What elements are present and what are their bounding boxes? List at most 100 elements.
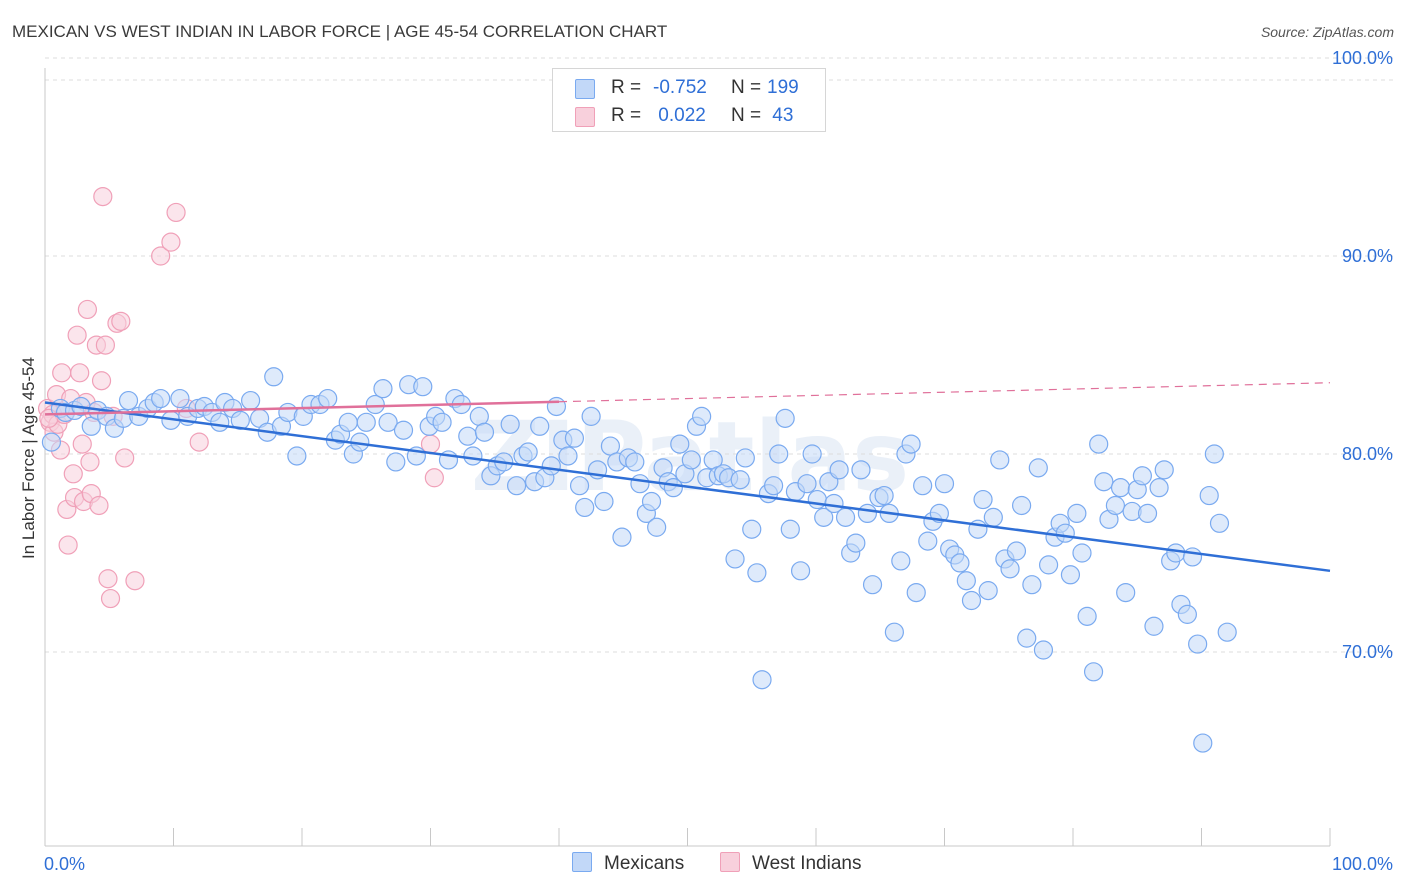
bottom-legend-mexicans[interactable]: Mexicans [572, 852, 684, 875]
mexicans-point [851, 460, 871, 480]
mexicans-point [625, 452, 645, 472]
mexicans-points [41, 367, 1237, 753]
mexicans-point [569, 476, 590, 496]
legend-r-label: R = [611, 105, 642, 126]
x-tick-label-min: 0.0% [44, 854, 85, 874]
mexicans-point [474, 422, 495, 442]
mexicans-point [913, 476, 933, 496]
mexicans-point [1144, 616, 1164, 636]
legend-n-value-west-indians: 43 [767, 105, 794, 126]
mexicans-point [1017, 628, 1037, 648]
mexicans-point [747, 563, 767, 583]
mexicans-point [1149, 478, 1169, 498]
west-indians-point [161, 232, 181, 252]
mexicans-point [752, 670, 772, 690]
mexicans-point [1083, 662, 1104, 682]
mexicans-point [506, 476, 527, 496]
mexicans-point [891, 551, 911, 571]
mexicans-point [241, 390, 261, 411]
mexicans-point [432, 412, 452, 432]
west-indians-point [151, 246, 171, 266]
mexicans-point [1177, 604, 1197, 624]
mexicans-point [564, 428, 585, 448]
mexicans-point [1110, 478, 1131, 498]
west-indians-trend-line-extension [558, 382, 1331, 403]
mexicans-point [518, 442, 538, 462]
west-indians-point [70, 363, 90, 383]
bottom-legend-swatch-mexicans [572, 852, 592, 872]
mexicans-point [393, 420, 414, 440]
mexicans-point [1132, 466, 1152, 486]
x-ticks-layer [44, 828, 1331, 846]
mexicans-point [546, 396, 567, 417]
mexicans-point [1038, 555, 1059, 575]
mexicans-point [735, 448, 755, 468]
mexicans-point [647, 517, 667, 537]
mexicans-point [918, 531, 938, 551]
legend-r-value-mexicans: -0.752 [653, 77, 707, 98]
mexicans-point [630, 474, 650, 494]
west-indians-point [93, 187, 113, 207]
mexicans-point [264, 367, 284, 387]
mexicans-point [1060, 565, 1081, 585]
mexicans-point [814, 507, 834, 527]
mexicans-point [1116, 582, 1136, 603]
y-tick-labels: 70.0% 80.0% 90.0% 100.0% [1332, 48, 1393, 662]
west-indians-point [72, 434, 92, 454]
mexicans-point [983, 507, 1003, 527]
legend-n-value-mexicans: 199 [767, 77, 799, 98]
mexicans-point [1204, 444, 1224, 464]
mexicans-point [780, 519, 800, 539]
mexicans-point [1089, 434, 1109, 454]
y-tick-label: 90.0% [1342, 246, 1393, 266]
mexicans-point [1028, 458, 1048, 478]
mexicans-point [973, 489, 993, 510]
west-indians-point [89, 495, 109, 516]
west-indians-point [98, 569, 118, 589]
west-indians-point [63, 464, 83, 484]
x-tick-label-max: 100.0% [1332, 854, 1393, 874]
west-indians-point [420, 434, 441, 454]
mexicans-point [1000, 559, 1020, 579]
mexicans-point [287, 446, 307, 466]
mexicans-point [901, 434, 921, 454]
mexicans-point [1006, 541, 1027, 561]
mexicans-point [725, 549, 745, 569]
mexicans-point [1011, 495, 1032, 516]
mexicans-point [906, 582, 926, 603]
mexicans-point [1094, 472, 1114, 492]
mexicans-point [802, 444, 822, 464]
mexicans-point [775, 408, 795, 428]
west-indians-point [67, 325, 87, 345]
mexicans-trend-line [44, 401, 1331, 573]
legend-n-label: N = [731, 77, 762, 98]
west-indians-point [189, 432, 209, 452]
west-indians-point [125, 571, 145, 591]
mexicans-point [1154, 460, 1174, 480]
mexicans-point [956, 571, 976, 591]
mexicans-point [681, 450, 701, 470]
y-tick-label: 80.0% [1342, 444, 1393, 464]
legend-swatch-west-indians [575, 107, 595, 127]
mexicans-point [541, 456, 561, 476]
mexicans-point [469, 406, 489, 426]
mexicans-point [1166, 543, 1186, 563]
mexicans-point [581, 406, 601, 426]
legend-row-west-indians: R = 0.022 N = 43 [553, 101, 825, 129]
mexicans-point [463, 446, 483, 466]
west-indians-point [77, 299, 98, 320]
west-indians-point [80, 452, 100, 472]
mexicans-point [884, 622, 904, 642]
mexicans-point [558, 446, 578, 466]
mexicans-point [1072, 543, 1092, 563]
mexicans-point [210, 412, 230, 432]
west-indians-trend-line [44, 400, 560, 416]
mexicans-point [807, 489, 827, 510]
mexicans-point [1193, 733, 1213, 753]
mexicans-point [846, 533, 866, 553]
mexicans-point [961, 590, 982, 611]
mexicans-point [41, 432, 62, 452]
mexicans-point [1188, 634, 1208, 654]
bottom-legend-west-indians[interactable]: West Indians [720, 852, 861, 875]
